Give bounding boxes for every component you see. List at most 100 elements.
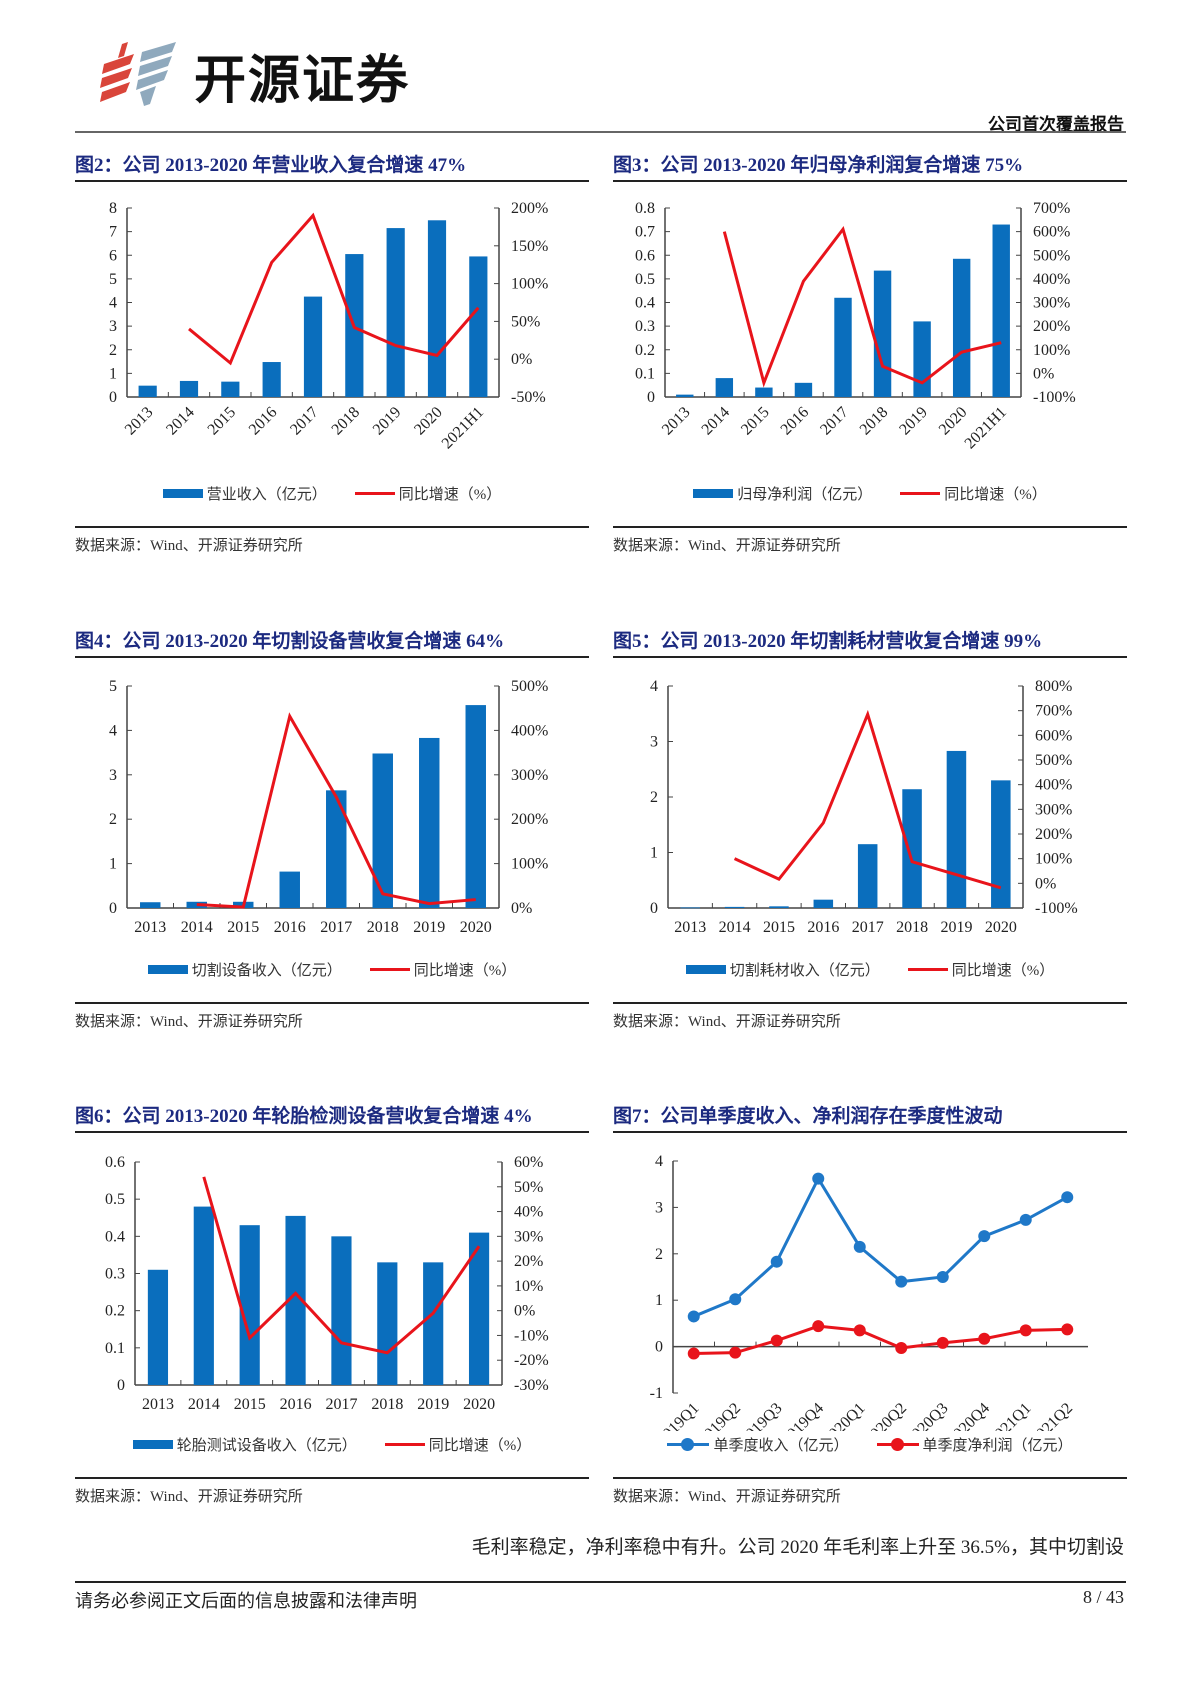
category-label: 2015 xyxy=(227,919,259,936)
category-label: 2019 xyxy=(896,404,931,439)
bar xyxy=(221,381,240,397)
left-tick-label: 4 xyxy=(650,678,658,695)
series-line xyxy=(196,712,476,909)
data-point xyxy=(812,1172,825,1185)
left-tick-label: 4 xyxy=(109,295,117,312)
data-point xyxy=(687,1310,700,1323)
right-tick-label: 40% xyxy=(514,1204,543,1221)
bar xyxy=(331,1236,352,1385)
legend-item: 同比增速（%） xyxy=(384,1434,531,1455)
right-tick-label: 300% xyxy=(511,767,548,784)
left-tick-label: 0 xyxy=(655,1339,663,1356)
legend-swatch-bar xyxy=(162,489,203,498)
series-line xyxy=(202,1176,481,1355)
left-tick-label: 8 xyxy=(109,200,117,217)
bar xyxy=(769,906,789,908)
left-tick-label: 0.2 xyxy=(105,1303,125,1320)
category-label: 2020 xyxy=(463,1396,495,1413)
left-tick-label: 5 xyxy=(109,271,117,288)
bar xyxy=(419,737,440,908)
category-label: 2013 xyxy=(142,1396,174,1413)
figure-panel: 图6：公司 2013-2020 年轮胎检测设备营收复合增速 4% 轮胎测试设备收… xyxy=(75,1101,589,1505)
chart-legend: 归母净利润（亿元） 同比增速（%） xyxy=(613,483,1127,504)
data-point xyxy=(1061,1191,1074,1204)
left-tick-label: 7 xyxy=(109,224,117,241)
bar xyxy=(386,228,405,397)
left-tick-label: 0 xyxy=(647,389,655,406)
bar xyxy=(873,270,892,397)
footer-divider xyxy=(75,1581,1126,1583)
right-tick-label: 400% xyxy=(1033,271,1070,288)
right-tick-label: 200% xyxy=(1033,318,1070,335)
page-number: 8 / 43 xyxy=(1082,1587,1124,1607)
source-divider xyxy=(613,1477,1127,1479)
category-label: 2018 xyxy=(896,919,928,936)
bar xyxy=(946,750,967,908)
left-tick-label: 0.6 xyxy=(635,247,655,264)
category-label: 2015 xyxy=(763,919,795,936)
bar xyxy=(377,1262,398,1385)
left-tick-label: 2 xyxy=(650,789,658,806)
left-tick-label: 0 xyxy=(117,1377,125,1394)
bar xyxy=(952,258,971,397)
category-label: 2021Q1 xyxy=(986,1400,1034,1431)
left-tick-label: 4 xyxy=(655,1153,663,1170)
right-tick-label: 0% xyxy=(514,1303,535,1320)
right-tick-label: -30% xyxy=(514,1377,549,1394)
legend-item: 同比增速（%） xyxy=(907,959,1054,980)
figure-panel: 图3：公司 2013-2020 年归母净利润复合增速 75% 归母净利润（亿元）… xyxy=(613,150,1127,554)
left-tick-label: 1 xyxy=(650,845,658,862)
data-point xyxy=(936,1271,949,1283)
right-tick-label: 100% xyxy=(1035,851,1072,868)
bar xyxy=(465,705,486,908)
category-label: 2020Q4 xyxy=(945,1400,993,1431)
data-source: 数据来源：Wind、开源证券研究所 xyxy=(75,1014,303,1030)
bar xyxy=(179,380,199,397)
category-label: 2018 xyxy=(367,919,399,936)
header-divider xyxy=(75,131,1126,133)
figure-title: 图6：公司 2013-2020 年轮胎检测设备营收复合增速 4% xyxy=(75,1106,533,1127)
left-tick-label: 2 xyxy=(655,1246,663,1263)
left-tick-label: 2 xyxy=(109,811,117,828)
right-tick-label: 600% xyxy=(1035,727,1072,744)
category-label: 2017 xyxy=(817,404,852,439)
legend-item: 营业收入（亿元） xyxy=(162,483,327,504)
category-label: 2020 xyxy=(460,919,492,936)
category-label: 2014 xyxy=(181,919,213,936)
bar xyxy=(140,902,161,908)
category-label: 2017 xyxy=(852,919,884,936)
chart-legend: 单季度收入（亿元） 单季度净利润（亿元） xyxy=(613,1434,1127,1455)
right-tick-label: 200% xyxy=(511,200,548,217)
logo-text: 开源证券 xyxy=(194,50,411,111)
chart: 0 1 2 3 4 -100% 0% 100% 200% 300% 400% 500% 600% 700%… xyxy=(650,678,1078,936)
category-label: 2013 xyxy=(674,919,706,936)
left-tick-label: 0.5 xyxy=(105,1191,125,1208)
right-tick-label: 400% xyxy=(511,722,548,739)
category-label: 2020 xyxy=(985,919,1017,936)
right-tick-label: 10% xyxy=(514,1278,543,1295)
legend-item: 单季度净利润（亿元） xyxy=(876,1434,1073,1455)
bar xyxy=(676,394,694,397)
chart-legend: 切割耗材收入（亿元） 同比增速（%） xyxy=(613,959,1127,980)
data-point xyxy=(729,1293,742,1306)
legend-item: 归母净利润（亿元） xyxy=(693,483,872,504)
category-label: 2020Q3 xyxy=(903,1400,951,1431)
legend-item: 切割设备收入（亿元） xyxy=(147,959,342,980)
category-label: 2015 xyxy=(234,1396,266,1413)
bar xyxy=(902,789,922,908)
legend-item: 同比增速（%） xyxy=(354,483,501,504)
right-tick-label: 500% xyxy=(1035,752,1072,769)
bar xyxy=(857,844,878,908)
title-divider xyxy=(75,656,589,658)
chart-legend: 切割设备收入（亿元） 同比增速（%） xyxy=(75,959,589,980)
title-divider xyxy=(613,1131,1127,1133)
right-tick-label: 50% xyxy=(511,313,540,330)
data-point xyxy=(1061,1323,1074,1336)
chart: 0 0.1 0.2 0.3 0.4 0.5 0.6 0.7 0.8 -100% 0% 100% 200%… xyxy=(635,200,1076,452)
bar xyxy=(326,790,347,908)
category-label: 2021H1 xyxy=(439,404,487,452)
legend-swatch-line xyxy=(354,492,395,495)
legend-swatch-bar xyxy=(132,1440,173,1449)
data-point xyxy=(1019,1324,1032,1337)
